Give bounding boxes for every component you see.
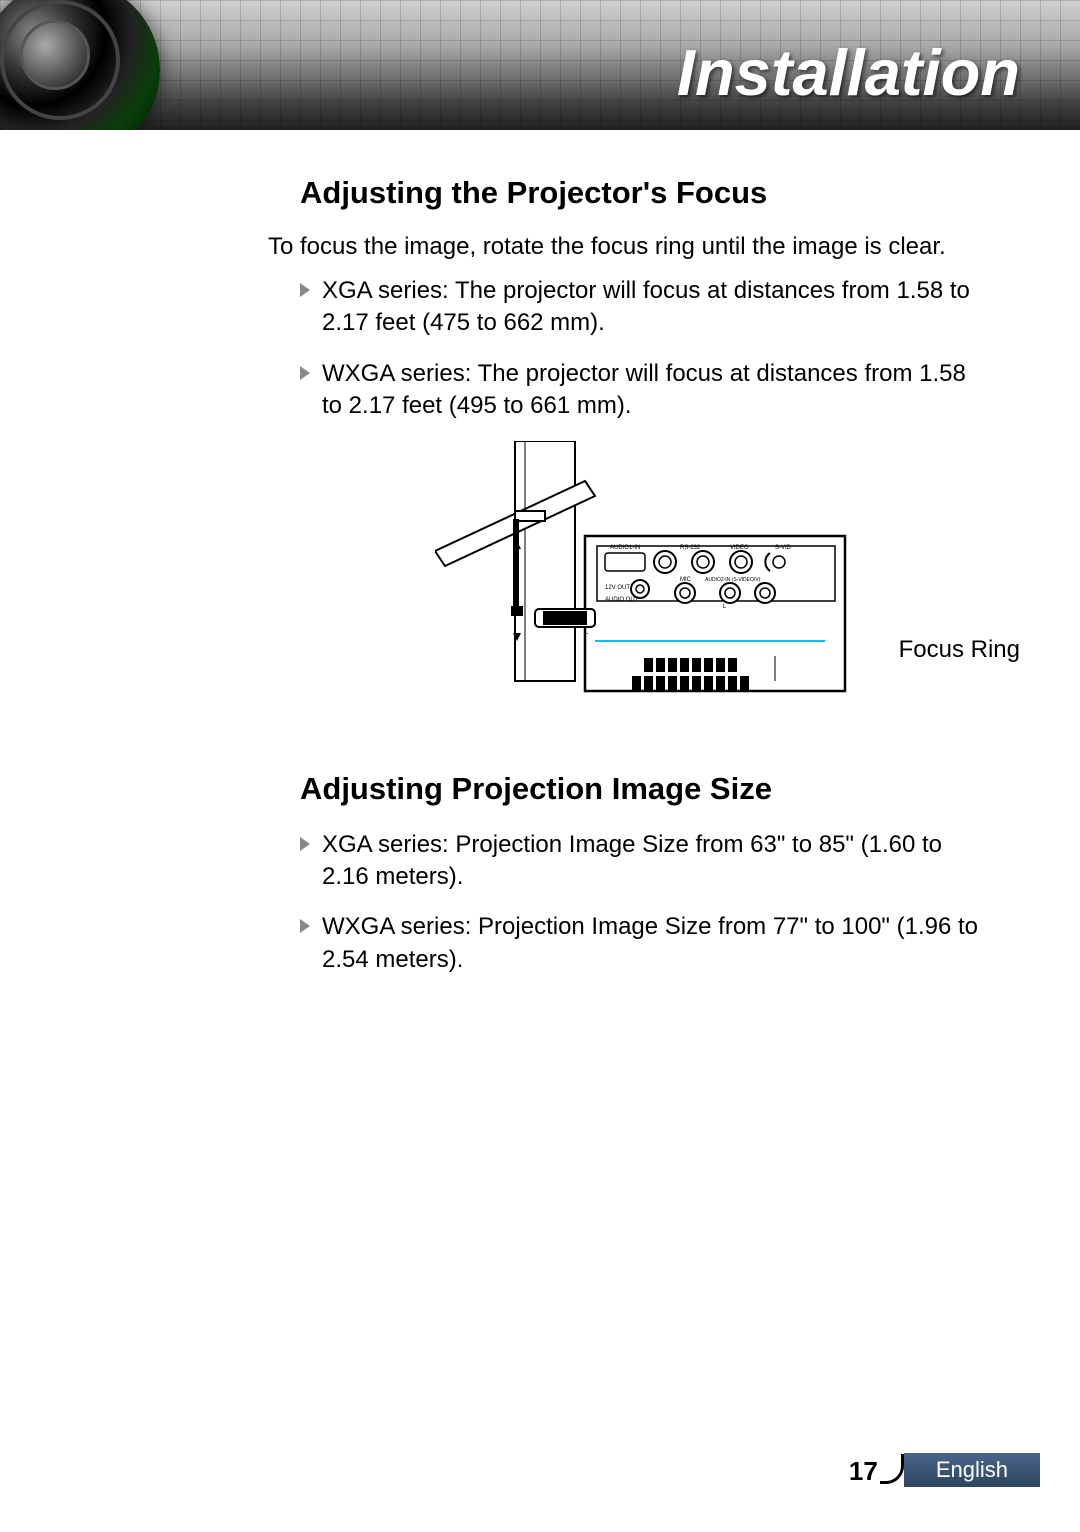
page-title: Installation xyxy=(677,35,1020,110)
figure-focus-ring-label: Focus Ring xyxy=(899,636,1020,664)
list-item: XGA series: Projection Image Size from 6… xyxy=(300,829,990,894)
bullet-triangle-icon xyxy=(300,837,310,851)
lens-decoration xyxy=(0,0,160,130)
language-tab: English xyxy=(904,1453,1040,1487)
list-item: WXGA series: The projector will focus at… xyxy=(300,358,990,423)
bullet-text: WXGA series: The projector will focus at… xyxy=(322,358,990,423)
svg-text:S-VID: S-VID xyxy=(775,545,792,551)
bullet-triangle-icon xyxy=(300,366,310,380)
main-content: Adjusting the Projector's Focus To focus… xyxy=(300,175,990,994)
bullet-text: WXGA series: Projection Image Size from … xyxy=(322,911,990,976)
page-footer: 17 English xyxy=(849,1453,1040,1487)
page-number: 17 xyxy=(849,1456,878,1487)
section2: Adjusting Projection Image Size XGA seri… xyxy=(300,771,990,977)
bullet-text: XGA series: The projector will focus at … xyxy=(322,275,990,340)
bullet-text: XGA series: Projection Image Size from 6… xyxy=(322,829,990,894)
svg-text:AUDIO OUT: AUDIO OUT xyxy=(605,597,639,603)
svg-text:12V OUT: 12V OUT xyxy=(605,585,630,591)
svg-text:AUDIO1-IN: AUDIO1-IN xyxy=(610,545,640,551)
svg-text:RS-232: RS-232 xyxy=(680,545,701,551)
projector-figure: AUDIO1-IN RS-232 VIDEO S-VID 12V OUT MIC… xyxy=(300,441,990,741)
bullet-triangle-icon xyxy=(300,283,310,297)
section1-heading: Adjusting the Projector's Focus xyxy=(300,175,990,211)
list-item: WXGA series: Projection Image Size from … xyxy=(300,911,990,976)
header-band: Installation xyxy=(0,0,1080,130)
list-item: XGA series: The projector will focus at … xyxy=(300,275,990,340)
section1-intro: To focus the image, rotate the focus rin… xyxy=(268,233,990,261)
section2-heading: Adjusting Projection Image Size xyxy=(300,771,990,807)
svg-text:AUDIO2-IN (S-VIDEO/V): AUDIO2-IN (S-VIDEO/V) xyxy=(705,577,761,583)
footer-curve-decoration xyxy=(880,1454,904,1484)
bullet-triangle-icon xyxy=(300,919,310,933)
projector-diagram-svg: AUDIO1-IN RS-232 VIDEO S-VID 12V OUT MIC… xyxy=(435,441,855,721)
